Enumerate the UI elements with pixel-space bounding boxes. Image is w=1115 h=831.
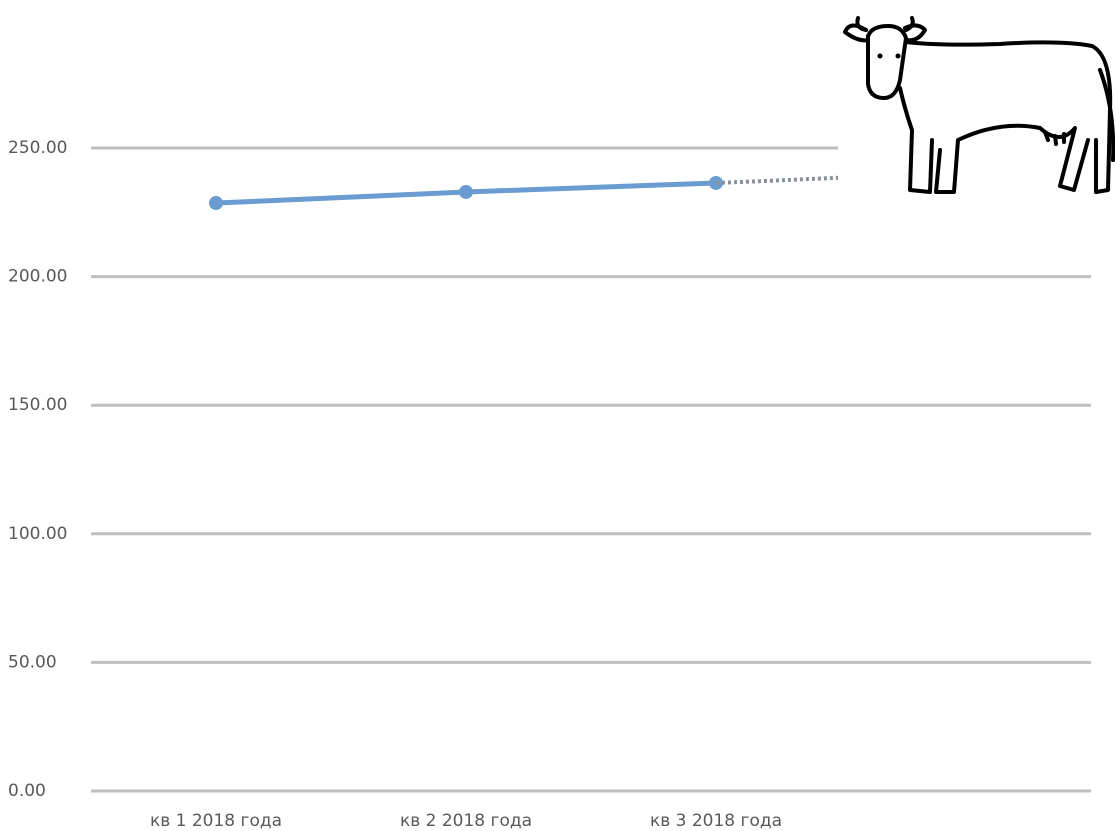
y-tick-label: 50.00: [8, 652, 57, 672]
y-tick-label: 0.00: [8, 781, 46, 801]
y-tick-label: 200.00: [8, 267, 67, 287]
data-point: [209, 196, 223, 211]
y-tick-label: 250.00: [8, 138, 67, 158]
x-tick-label: кв 1 2018 года: [150, 811, 282, 831]
data-point: [459, 184, 473, 199]
cow-illustration: [838, 0, 1115, 215]
x-tick-label: кв 3 2018 года: [650, 811, 782, 831]
y-tick-label: 100.00: [8, 524, 67, 544]
y-tick-label: 150.00: [8, 395, 67, 415]
x-tick-label: кв 2 2018 года: [400, 811, 532, 831]
plot-area: 0.00 50.00 100.00 150.00 200.00 250.00 кв 1 20…: [8, 138, 1091, 831]
